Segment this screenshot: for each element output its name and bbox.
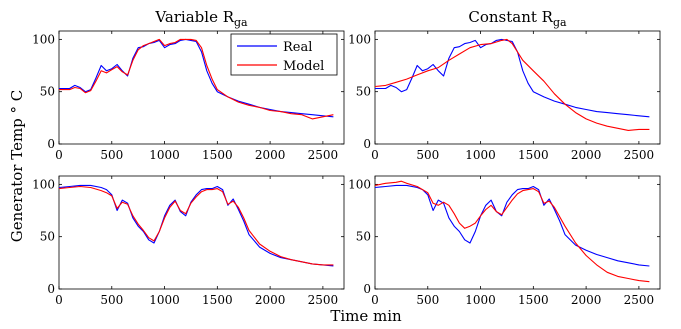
legend: Real Model xyxy=(230,33,338,76)
series-line-model xyxy=(374,38,650,131)
series-line-model xyxy=(374,180,650,283)
y-tick-label: 50 xyxy=(356,85,371,99)
x-tick-label: 2000 xyxy=(571,293,602,307)
y-axis-label: Generator Temp ° C xyxy=(8,90,26,243)
series-line-model xyxy=(59,38,334,120)
y-tick-label: 50 xyxy=(356,230,371,244)
chart-panel-4: 0 500 1000 1500 2000 2500 0 50 100 xyxy=(348,175,661,307)
x-tick-label: 2500 xyxy=(624,293,655,307)
x-tick-label: 2000 xyxy=(255,293,286,307)
x-tick-label: 1500 xyxy=(202,148,233,162)
legend-label-model: Model xyxy=(283,59,324,74)
x-tick-label: 1000 xyxy=(465,148,496,162)
x-tick-label: 0 xyxy=(371,148,379,162)
x-tick-label: 2500 xyxy=(624,148,655,162)
panel-title: Variable Rga xyxy=(154,8,248,29)
y-tick-label: 100 xyxy=(32,177,55,191)
x-tick-label: 2500 xyxy=(308,148,339,162)
legend-box xyxy=(230,33,338,76)
x-tick-label: 1500 xyxy=(518,148,549,162)
x-tick-label: 2000 xyxy=(571,148,602,162)
plot-area xyxy=(374,175,661,290)
series-line-model xyxy=(58,185,334,266)
y-tick-label: 0 xyxy=(47,137,55,151)
panel-title: Constant Rga xyxy=(468,8,567,29)
chart-panel-1: 0 500 1000 1500 2000 2500 0 50 100 Variable Rga Re… xyxy=(32,8,345,162)
x-tick-label: 1000 xyxy=(149,148,180,162)
y-tick-label: 100 xyxy=(32,32,55,46)
x-tick-label: 500 xyxy=(100,148,123,162)
x-tick-label: 500 xyxy=(416,293,439,307)
plot-area xyxy=(58,175,345,290)
y-tick-label: 100 xyxy=(348,32,371,46)
y-tick-label: 0 xyxy=(363,282,371,296)
panel-title-subscript: ga xyxy=(234,16,248,29)
x-tick-label: 1000 xyxy=(149,293,180,307)
x-tick-label: 2500 xyxy=(308,293,339,307)
x-tick-label: 1500 xyxy=(202,293,233,307)
y-tick-label: 0 xyxy=(363,137,371,151)
x-tick-label: 1000 xyxy=(465,293,496,307)
x-tick-label: 0 xyxy=(371,293,379,307)
chart-panel-3: 0 500 1000 1500 2000 2500 0 50 100 xyxy=(32,175,345,307)
x-tick-label: 0 xyxy=(55,148,63,162)
x-tick-label: 500 xyxy=(100,293,123,307)
y-tick-label: 50 xyxy=(40,230,55,244)
x-tick-label: 2000 xyxy=(255,148,286,162)
x-tick-label: 500 xyxy=(416,148,439,162)
y-tick-label: 50 xyxy=(40,85,55,99)
panel-title-subscript: ga xyxy=(553,16,567,29)
x-axis-label: Time min xyxy=(330,307,402,325)
y-tick-label: 100 xyxy=(348,177,371,191)
x-tick-label: 0 xyxy=(55,293,63,307)
y-tick-label: 0 xyxy=(47,282,55,296)
chart-panel-2: 0 500 1000 1500 2000 2500 0 50 100 Constant Rga xyxy=(348,8,661,162)
legend-label-real: Real xyxy=(283,40,312,55)
plot-area xyxy=(374,30,661,145)
x-tick-label: 1500 xyxy=(518,293,549,307)
